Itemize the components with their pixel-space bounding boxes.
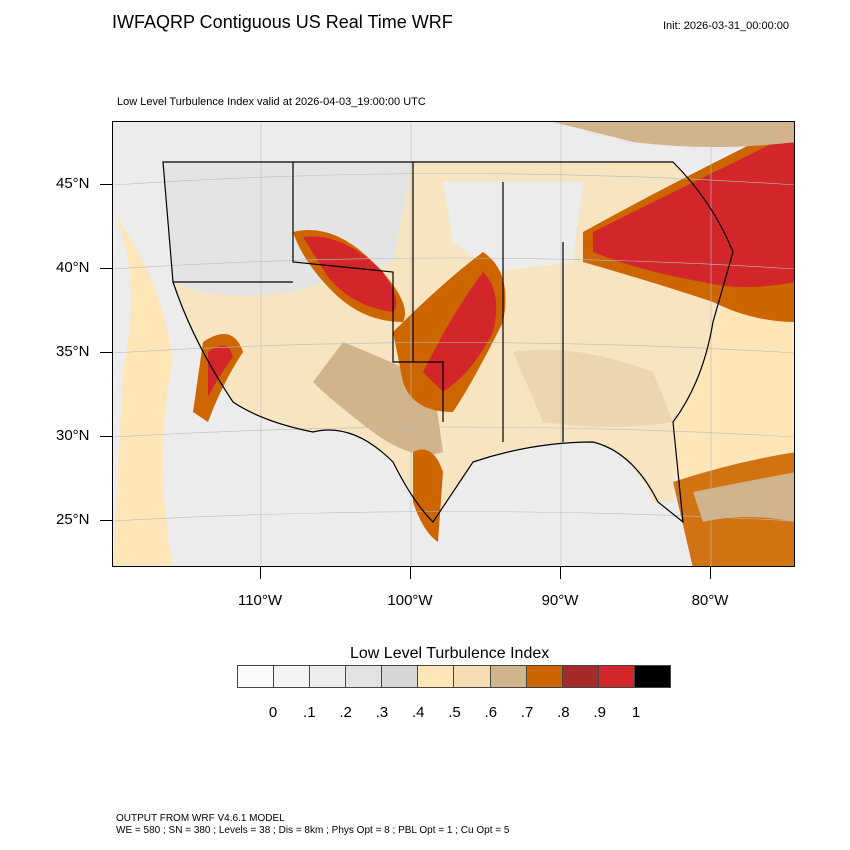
colorbar-label: .1 — [303, 704, 316, 721]
map-field — [113, 122, 794, 566]
lat-label: 35°N — [56, 343, 90, 360]
plot-title: IWFAQRP Contiguous US Real Time WRF — [112, 12, 453, 32]
colorbar-swatch — [598, 666, 635, 687]
pacific-band — [113, 212, 173, 566]
colorbar-label: .3 — [375, 704, 389, 721]
colorbar-swatch — [310, 666, 347, 687]
colorbar-swatch — [382, 666, 419, 687]
init-time: Init: 2026-03-31_00:00:00 — [663, 20, 789, 32]
colorbar-swatch — [274, 666, 311, 687]
colorbar-label: .7 — [520, 704, 534, 721]
lon-label: 100°W — [387, 592, 433, 609]
colorbar-swatch — [634, 666, 670, 687]
colorbar-swatch — [418, 666, 455, 687]
lon-label: 90°W — [541, 592, 579, 609]
colorbar-swatch — [238, 666, 275, 687]
colorbar-title: Low Level Turbulence Index — [350, 645, 550, 662]
colorbar-swatch — [562, 666, 599, 687]
colorbar-swatch — [454, 666, 491, 687]
colorbar-swatch — [346, 666, 383, 687]
lon-label: 80°W — [691, 592, 729, 609]
colorbar-swatch — [490, 666, 527, 687]
lon-label: 110°W — [237, 592, 283, 609]
colorbar-label: .6 — [484, 704, 498, 721]
lat-label: 45°N — [56, 175, 90, 192]
lat-label: 40°N — [56, 259, 90, 276]
colorbar — [237, 665, 671, 688]
footer-config: WE = 580 ; SN = 380 ; Levels = 38 ; Dis … — [116, 825, 510, 836]
footer-model: OUTPUT FROM WRF V4.6.1 MODEL — [116, 813, 285, 824]
plot-subtitle: Low Level Turbulence Index valid at 2026… — [117, 96, 426, 108]
colorbar-label: .8 — [557, 704, 570, 721]
colorbar-label: 1 — [631, 704, 641, 721]
colorbar-swatch — [526, 666, 563, 687]
colorbar-label: .9 — [593, 704, 606, 721]
colorbar-label: 0 — [268, 704, 278, 721]
lat-label: 30°N — [56, 427, 90, 444]
colorbar-label: .5 — [448, 704, 461, 721]
turbulence-map — [112, 121, 795, 567]
lat-label: 25°N — [56, 511, 90, 528]
colorbar-label: .2 — [339, 704, 352, 721]
colorbar-label: .4 — [411, 704, 425, 721]
